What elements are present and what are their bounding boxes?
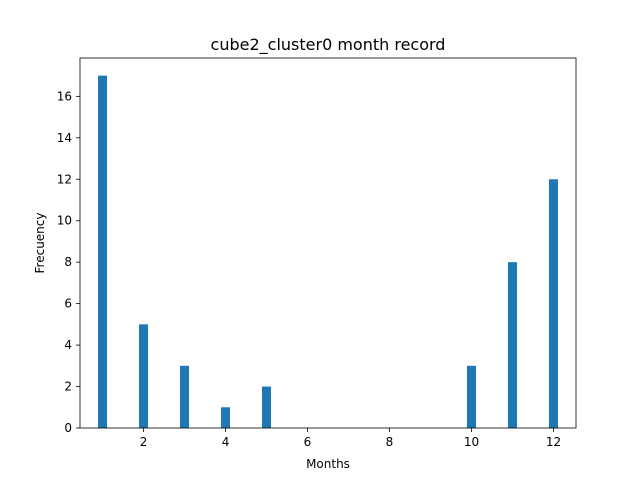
bar-month-2: [139, 324, 149, 428]
y-tick-label: 12: [57, 172, 72, 186]
plot-frame: [79, 57, 577, 429]
bar-month-11: [507, 262, 517, 428]
y-tick-label: 10: [57, 214, 72, 228]
bars-group: [98, 75, 558, 429]
y-tick-label: 0: [64, 421, 72, 435]
y-tick-label: 6: [64, 297, 72, 311]
y-axis-ticks: 0 2 4 6 8 10 12 14 16: [57, 89, 80, 435]
y-axis-label: Frecuency: [33, 213, 47, 274]
y-tick-label: 14: [57, 131, 72, 145]
bar-month-10: [466, 365, 476, 428]
x-tick-label: 10: [464, 435, 479, 449]
x-tick-label: 8: [386, 435, 394, 449]
x-tick-label: 2: [140, 435, 148, 449]
bar-month-4: [221, 407, 231, 428]
y-tick-label: 16: [57, 89, 72, 103]
x-axis-label: Months: [306, 457, 350, 471]
bar-month-5: [262, 386, 272, 428]
y-tick-label: 4: [64, 338, 72, 352]
bar-month-1: [98, 75, 108, 429]
x-tick-label: 6: [304, 435, 312, 449]
chart-title: cube2_cluster0 month record: [211, 35, 446, 55]
x-tick-label: 12: [546, 435, 561, 449]
y-tick-label: 2: [64, 380, 72, 394]
x-axis-ticks: 2 4 6 8 10 12: [140, 428, 561, 449]
bar-month-3: [180, 365, 190, 428]
x-tick-label: 4: [222, 435, 230, 449]
bar-month-12: [548, 179, 558, 428]
y-tick-label: 8: [64, 255, 72, 269]
